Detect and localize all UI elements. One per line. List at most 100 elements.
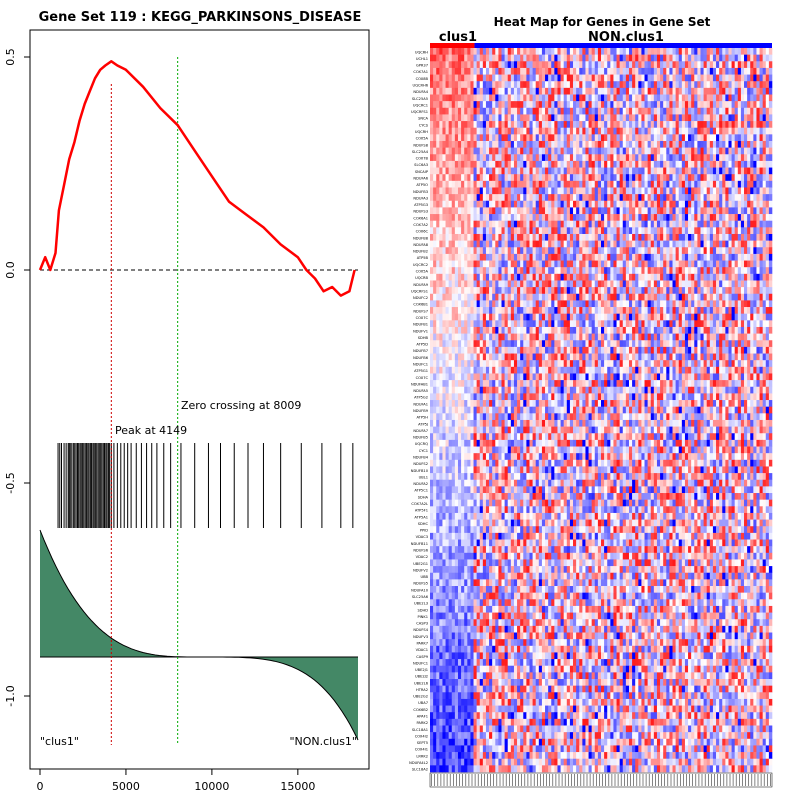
heat-cell (511, 121, 514, 128)
heat-cell (738, 141, 741, 148)
heat-cell (474, 314, 477, 321)
heat-cell (716, 88, 719, 95)
heat-cell (551, 187, 554, 194)
heat-cell (623, 101, 626, 108)
heat-cell (480, 221, 483, 228)
heat-cell (455, 55, 458, 62)
heat-cell (458, 287, 461, 294)
heat-cell (467, 48, 470, 55)
heat-cell (520, 261, 523, 268)
heat-cell (529, 128, 532, 135)
heat-cell (430, 121, 433, 128)
heat-cell (626, 174, 629, 181)
heat-cell (539, 320, 542, 327)
heat-cell (477, 148, 480, 155)
heat-cell (623, 267, 626, 274)
heat-cell (660, 148, 663, 155)
heat-cell (570, 241, 573, 248)
heat-cell (592, 128, 595, 135)
heat-cell (520, 134, 523, 141)
heat-cell (464, 334, 467, 341)
heat-cell (579, 148, 582, 155)
heat-cell (682, 194, 685, 201)
heat-cell (722, 227, 725, 234)
heat-cell (719, 201, 722, 208)
heat-cell (570, 101, 573, 108)
heat-cell (464, 201, 467, 208)
heat-cell (561, 221, 564, 228)
heat-cell (517, 207, 520, 214)
heat-cell (514, 55, 517, 62)
heat-cell (536, 81, 539, 88)
heat-cell (598, 174, 601, 181)
heat-cell (682, 214, 685, 221)
heat-cell (489, 320, 492, 327)
heat-cell (492, 254, 495, 261)
heat-cell (713, 221, 716, 228)
heat-cell (725, 148, 728, 155)
heat-cell (573, 134, 576, 141)
heat-cell (744, 234, 747, 241)
heat-cell (657, 134, 660, 141)
heat-cell (464, 88, 467, 95)
heat-cell (467, 141, 470, 148)
heat-cell (508, 194, 511, 201)
heat-cell (629, 294, 632, 301)
heat-cell (576, 340, 579, 347)
heat-cell (495, 128, 498, 135)
heat-cell (651, 234, 654, 241)
heat-cell (442, 48, 445, 55)
heat-cell (517, 128, 520, 135)
heat-cell (623, 300, 626, 307)
heat-cell (495, 114, 498, 121)
heat-cell (651, 267, 654, 274)
heat-cell (595, 307, 598, 314)
heat-cell (710, 247, 713, 254)
heat-cell (750, 267, 753, 274)
heat-cell (679, 314, 682, 321)
heat-cell (446, 334, 449, 341)
heat-cell (536, 48, 539, 55)
heat-cell (704, 314, 707, 321)
heat-cell (526, 307, 529, 314)
heat-cell (623, 187, 626, 194)
heat-cell (756, 168, 759, 175)
heat-cell (635, 68, 638, 75)
heat-cell (489, 168, 492, 175)
heat-cell (464, 247, 467, 254)
heat-cell (561, 88, 564, 95)
heat-cell (523, 61, 526, 68)
heat-cell (452, 148, 455, 155)
heat-cell (511, 254, 514, 261)
heat-cell (663, 307, 666, 314)
heat-cell (430, 68, 433, 75)
heat-cell (551, 340, 554, 347)
heat-cell (554, 334, 557, 341)
heat-cell (707, 274, 710, 281)
heat-cell (461, 327, 464, 334)
heat-cell (663, 287, 666, 294)
heat-cell (570, 187, 573, 194)
heat-cell (523, 234, 526, 241)
heat-cell (554, 287, 557, 294)
heat-cell (483, 121, 486, 128)
heat-cell (716, 187, 719, 194)
heat-cell (511, 327, 514, 334)
heat-cell (604, 114, 607, 121)
heat-cell (486, 300, 489, 307)
heat-cell (439, 101, 442, 108)
heat-cell (564, 241, 567, 248)
heat-cell (744, 55, 747, 62)
heat-cell (725, 95, 728, 102)
heat-cell (747, 48, 750, 55)
heat-cell (750, 327, 753, 334)
heat-cell (542, 247, 545, 254)
heat-cell (635, 161, 638, 168)
heat-cell (595, 227, 598, 234)
heat-cell (446, 121, 449, 128)
heat-cell (660, 48, 663, 55)
heat-cell (679, 241, 682, 248)
heat-cell (728, 194, 731, 201)
heat-cell (439, 61, 442, 68)
heat-cell (598, 95, 601, 102)
